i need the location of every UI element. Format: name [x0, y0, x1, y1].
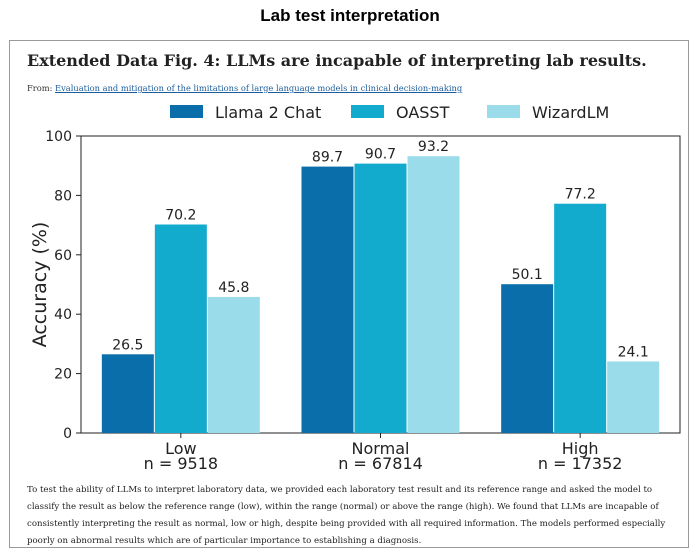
- bar: [501, 284, 554, 433]
- y-tick-label: 20: [54, 367, 72, 383]
- bar: [354, 163, 407, 433]
- legend-label: WizardLM: [532, 103, 609, 122]
- bar-value-label: 90.7: [365, 147, 396, 163]
- y-tick-label: 80: [54, 188, 72, 204]
- x-tick-sublabel: n = 17352: [538, 454, 623, 473]
- bar: [554, 203, 607, 433]
- x-tick-label: Low: [165, 439, 197, 458]
- bar-value-label: 89.7: [312, 150, 343, 166]
- figure-card: Extended Data Fig. 4: LLMs are incapable…: [9, 40, 689, 548]
- x-tick-label: High: [562, 439, 599, 458]
- bar-value-label: 24.1: [618, 344, 649, 360]
- y-tick-label: 40: [54, 307, 72, 323]
- bar: [101, 354, 154, 433]
- source-article-link[interactable]: Evaluation and mitigation of the limitat…: [55, 83, 463, 93]
- x-tick-sublabel: n = 67814: [338, 454, 423, 473]
- bar-value-label: 26.5: [112, 337, 143, 353]
- y-axis-label: Accuracy (%): [29, 222, 51, 348]
- chart-legend: Llama 2 Chat OASST WizardLM: [170, 103, 609, 122]
- source-line: From: Evaluation and mitigation of the l…: [27, 83, 462, 93]
- legend-label: OASST: [396, 103, 450, 122]
- bar-value-label: 45.8: [218, 280, 249, 296]
- source-prefix: From:: [27, 83, 56, 93]
- bar: [607, 361, 660, 433]
- legend-swatch: [351, 105, 384, 118]
- bar-value-label: 50.1: [512, 267, 543, 283]
- x-tick-label: Normal: [352, 439, 410, 458]
- bar-value-label: 77.2: [565, 187, 596, 203]
- bar-value-label: 70.2: [165, 208, 196, 224]
- y-tick-label: 60: [54, 248, 72, 264]
- x-tick-sublabel: n = 9518: [144, 454, 218, 473]
- legend-swatch: [487, 105, 520, 118]
- y-tick-label: 0: [63, 426, 72, 442]
- figure-caption: To test the ability of LLMs to interpret…: [27, 485, 666, 546]
- bar-value-label: 93.2: [418, 139, 449, 155]
- legend-swatch: [170, 105, 203, 118]
- figure-title: Extended Data Fig. 4: LLMs are incapable…: [27, 51, 647, 70]
- legend-label: Llama 2 Chat: [215, 103, 321, 122]
- bar: [301, 166, 354, 433]
- bar: [207, 296, 260, 433]
- bar-chart: Llama 2 Chat OASST WizardLM 0 20 40 60 80 100 Ac…: [29, 103, 681, 473]
- bar: [407, 156, 460, 434]
- page-title: Lab test interpretation: [260, 6, 440, 25]
- y-tick-label: 100: [45, 129, 72, 145]
- bar: [154, 224, 207, 433]
